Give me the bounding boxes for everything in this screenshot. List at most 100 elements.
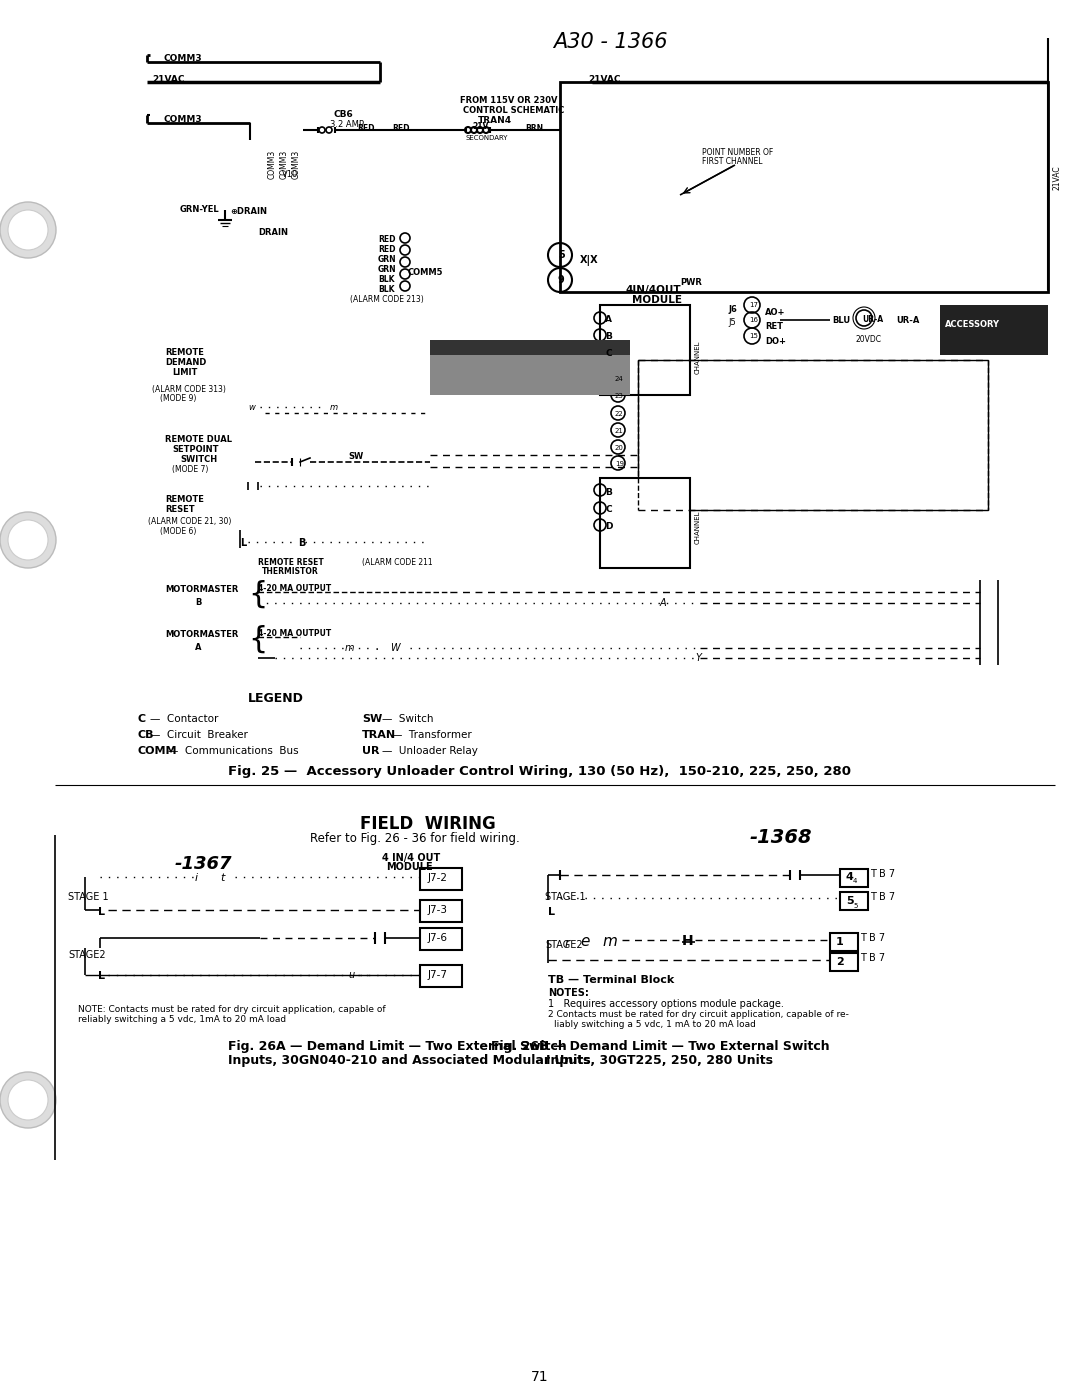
Text: {: {: [248, 624, 268, 654]
Text: T B 7: T B 7: [870, 893, 895, 902]
Text: MOTORMASTER: MOTORMASTER: [165, 585, 239, 594]
Text: t: t: [220, 873, 225, 883]
Text: FROM 115V OR 230V: FROM 115V OR 230V: [460, 96, 557, 105]
Text: BRN: BRN: [525, 124, 543, 133]
Bar: [430, 339, 630, 395]
Text: RET: RET: [765, 321, 783, 331]
Text: B: B: [195, 598, 201, 608]
Text: D: D: [605, 522, 612, 531]
Text: 1: 1: [836, 937, 843, 947]
Text: UR-A: UR-A: [862, 314, 883, 324]
Text: TRAN4: TRAN4: [478, 116, 512, 124]
Text: H: H: [681, 935, 693, 949]
Text: i: i: [195, 873, 198, 883]
Text: L: L: [98, 971, 105, 981]
Text: REMOTE DUAL: REMOTE DUAL: [165, 434, 232, 444]
Text: BLK: BLK: [378, 285, 394, 293]
Text: —  Communications  Bus: — Communications Bus: [168, 746, 299, 756]
Text: BLK: BLK: [378, 275, 394, 284]
Text: —  Circuit  Breaker: — Circuit Breaker: [150, 731, 248, 740]
Text: SW: SW: [348, 453, 363, 461]
Text: 19: 19: [615, 461, 624, 467]
Text: T B 7: T B 7: [860, 953, 886, 963]
Text: T B 7: T B 7: [870, 869, 895, 879]
Text: SWITCH: SWITCH: [180, 455, 217, 464]
Text: TRAN: TRAN: [362, 731, 396, 740]
Text: (MODE 9): (MODE 9): [160, 394, 197, 402]
Text: (ALARM CODE 211: (ALARM CODE 211: [362, 557, 433, 567]
Text: J6: J6: [728, 305, 737, 314]
Text: REMOTE RESET: REMOTE RESET: [258, 557, 324, 567]
Text: J7-3: J7-3: [428, 905, 448, 915]
Text: RED: RED: [378, 235, 395, 244]
Text: FIRST CHANNEL: FIRST CHANNEL: [702, 156, 762, 166]
Text: GRN-YEL: GRN-YEL: [180, 205, 219, 214]
Text: 21: 21: [615, 427, 624, 434]
Text: CHANNEL: CHANNEL: [696, 339, 701, 373]
Bar: [940, 305, 1048, 355]
Bar: [600, 305, 690, 395]
Text: NOTES:: NOTES:: [548, 988, 589, 997]
Text: J7-2: J7-2: [428, 873, 448, 883]
Text: J5: J5: [728, 319, 735, 327]
Bar: [430, 339, 630, 355]
Text: r: r: [565, 937, 570, 950]
Text: REMOTE: REMOTE: [165, 348, 204, 358]
Text: COMM3: COMM3: [163, 115, 202, 124]
Text: 4-20 MA OUTPUT: 4-20 MA OUTPUT: [258, 629, 332, 638]
Text: V10: V10: [282, 170, 298, 179]
Text: Fig. 25 —  Accessory Unloader Control Wiring, 130 (50 Hz),  150-210, 225, 250, 2: Fig. 25 — Accessory Unloader Control Wir…: [229, 766, 851, 778]
Text: ACCESSORY: ACCESSORY: [945, 320, 1000, 330]
Bar: [831, 933, 858, 951]
Text: 21VAC: 21VAC: [152, 75, 185, 84]
Text: Inputs, 30GN040-210 and Associated Modular Units: Inputs, 30GN040-210 and Associated Modul…: [228, 1053, 591, 1067]
Text: POINT NUMBER OF: POINT NUMBER OF: [702, 148, 773, 156]
Circle shape: [8, 210, 48, 250]
Text: STAGE 1: STAGE 1: [545, 893, 585, 902]
Text: -1368: -1368: [750, 828, 812, 847]
Text: m: m: [330, 402, 338, 412]
Text: MODULE: MODULE: [632, 295, 681, 305]
Bar: [638, 360, 988, 510]
Text: PWR: PWR: [680, 278, 702, 286]
Text: 3.2 AMP: 3.2 AMP: [330, 120, 364, 129]
Bar: [420, 868, 462, 890]
Text: A: A: [660, 598, 666, 608]
Bar: [600, 478, 690, 569]
Text: 21VAC: 21VAC: [1053, 165, 1062, 190]
Text: C: C: [605, 349, 611, 358]
Text: T B 7: T B 7: [860, 933, 886, 943]
Text: Y: Y: [696, 652, 701, 664]
Bar: [420, 965, 462, 988]
Text: DRAIN: DRAIN: [258, 228, 288, 237]
Text: TB — Terminal Block: TB — Terminal Block: [548, 975, 674, 985]
Text: AO+: AO+: [765, 307, 785, 317]
Text: {: {: [248, 580, 268, 609]
Text: 16: 16: [750, 317, 758, 323]
Text: (MODE 7): (MODE 7): [172, 465, 208, 474]
Circle shape: [0, 203, 56, 258]
Text: 21V: 21V: [472, 122, 488, 131]
Text: STAGE2: STAGE2: [68, 950, 106, 960]
Text: A: A: [195, 643, 202, 652]
Circle shape: [8, 520, 48, 560]
Text: 4: 4: [853, 877, 858, 884]
Bar: [840, 869, 868, 887]
Text: 15: 15: [750, 332, 758, 339]
Text: m: m: [602, 935, 617, 949]
Text: REMOTE: REMOTE: [165, 495, 204, 504]
Text: (MODE 6): (MODE 6): [160, 527, 197, 536]
Text: COMM3: COMM3: [292, 149, 301, 179]
Text: 24: 24: [615, 376, 624, 381]
Text: A30 - 1366: A30 - 1366: [553, 32, 667, 52]
Text: B: B: [298, 538, 306, 548]
Text: 4: 4: [846, 872, 854, 882]
Text: MOTORMASTER: MOTORMASTER: [165, 630, 239, 638]
Text: RED: RED: [357, 124, 375, 133]
Text: SECONDARY: SECONDARY: [465, 136, 509, 141]
Text: COMM3: COMM3: [163, 54, 202, 63]
Text: J7-7: J7-7: [428, 970, 448, 981]
Text: LEGEND: LEGEND: [248, 692, 303, 705]
Text: W: W: [390, 643, 400, 652]
Text: 17: 17: [750, 302, 758, 307]
